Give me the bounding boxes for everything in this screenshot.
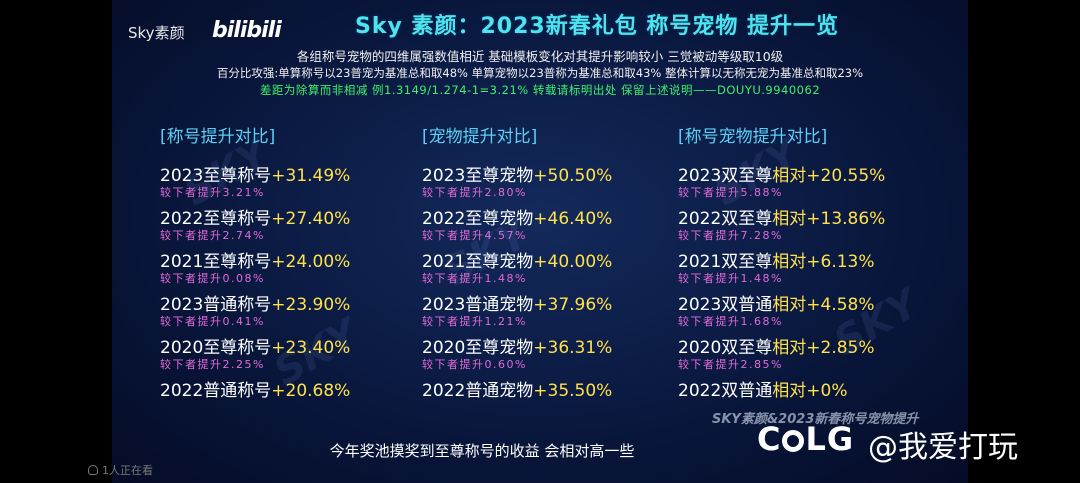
item-sub: 较下者提升2.74%	[160, 229, 265, 242]
list-item: 2022双至尊相对+13.86% 较下者提升7.28%	[678, 209, 958, 252]
author-handle: @我爱打玩	[868, 430, 1018, 465]
column-heading: [称号提升对比]	[160, 127, 276, 147]
column-heading: [称号宠物提升对比]	[678, 127, 828, 147]
item-name: 2023至尊宠物	[422, 166, 534, 186]
item-value: +36.31%	[533, 338, 613, 358]
item-value: 相对+4.58%	[772, 295, 875, 315]
item-value: 相对+2.85%	[772, 338, 875, 358]
list-item: 2022普通称号+20.68%	[160, 381, 440, 424]
item-value: +23.90%	[271, 295, 351, 315]
list-item: 2022至尊宠物+46.40% 较下者提升4.57%	[422, 209, 702, 252]
colg-letters-lg: LG	[805, 420, 855, 458]
viewer-count: 1人正在看	[88, 462, 153, 478]
sky-watermark-logo: SKY素颜&2023新春称号宠物提升	[712, 412, 919, 427]
colg-o-icon	[782, 430, 805, 452]
item-value: 相对+6.13%	[772, 252, 875, 272]
item-value: 相对+0%	[772, 381, 848, 401]
item-name: 2022双普通	[678, 381, 773, 401]
list-item: 2021至尊宠物+40.00% 较下者提升1.48%	[422, 252, 702, 295]
title-pet-comparison-column: [称号宠物提升对比] 2023双至尊相对+20.55% 较下者提升5.88% 20…	[678, 122, 958, 424]
list-item: 2023双至尊相对+20.55% 较下者提升5.88%	[678, 166, 958, 209]
brand-suffix: 素颜	[154, 24, 185, 42]
item-name: 2021双至尊	[678, 252, 773, 272]
colg-letter-c: C	[757, 420, 782, 458]
item-name: 2021至尊称号	[160, 252, 272, 272]
list-item: 2022双普通相对+0%	[678, 381, 958, 424]
item-sub: 较下者提升5.88%	[678, 186, 783, 199]
item-name: 2022普通称号	[160, 381, 272, 401]
item-name: 2022普通宠物	[422, 381, 534, 401]
column-heading: [宠物提升对比]	[422, 127, 538, 147]
item-sub: 较下者提升1.48%	[678, 272, 783, 285]
list-item: 2021至尊称号+24.00% 较下者提升0.08%	[160, 252, 440, 295]
list-item: 2023普通称号+23.90% 较下者提升0.41%	[160, 295, 440, 338]
item-name: 2022至尊宠物	[422, 209, 534, 229]
list-item: 2023至尊宠物+50.50% 较下者提升2.80%	[422, 166, 702, 209]
item-value: +50.50%	[533, 166, 613, 186]
item-name: 2020至尊宠物	[422, 338, 534, 358]
item-value: +37.96%	[533, 295, 613, 315]
list-item: 2020至尊称号+23.40% 较下者提升2.25%	[160, 338, 440, 381]
list-item: 2023至尊称号+31.49% 较下者提升3.21%	[160, 166, 440, 209]
viewer-count-label: 1人正在看	[102, 464, 153, 477]
item-value: 相对+13.86%	[772, 209, 886, 229]
item-name: 2020双至尊	[678, 338, 773, 358]
item-name: 2023普通称号	[160, 295, 272, 315]
item-name: 2023至尊称号	[160, 166, 272, 186]
brand-name: Sky	[128, 24, 155, 42]
item-sub: 较下者提升1.48%	[422, 272, 527, 285]
item-sub: 较下者提升2.25%	[160, 358, 265, 371]
item-sub: 较下者提升0.08%	[160, 272, 265, 285]
item-value: +27.40%	[271, 209, 351, 229]
item-name: 2023普通宠物	[422, 295, 534, 315]
item-sub: 较下者提升0.41%	[160, 315, 265, 328]
colg-logo: C LG	[757, 420, 854, 458]
item-sub: 较下者提升1.68%	[678, 315, 783, 328]
pet-comparison-column: [宠物提升对比] 2023至尊宠物+50.50% 较下者提升2.80% 2022至…	[422, 122, 702, 424]
list-item: 2020双至尊相对+2.85% 较下者提升2.85%	[678, 338, 958, 381]
note-line-1: 各组称号宠物的四维属强数值相近 基础模板变化对其提升影响较小 三觉被动等级取10…	[296, 49, 784, 64]
list-item: 2023普通宠物+37.96% 较下者提升1.21%	[422, 295, 702, 338]
item-value: +40.00%	[533, 252, 613, 272]
item-sub: 较下者提升7.28%	[678, 229, 783, 242]
item-sub: 较下者提升4.57%	[422, 229, 527, 242]
note-line-2: 百分比攻强:单算称号以23普宠为基准总和取48% 单算宠物以23普称为基准总和取…	[216, 66, 864, 80]
brand-logo: Sky素颜	[128, 22, 185, 43]
list-item: 2023双普通相对+4.58% 较下者提升1.68%	[678, 295, 958, 338]
item-sub: 较下者提升0.60%	[422, 358, 527, 371]
item-value: 相对+20.55%	[772, 166, 886, 186]
footer-caption: 今年奖池摸奖到至尊称号的收益 会相对高一些	[329, 442, 635, 460]
item-name: 2021至尊宠物	[422, 252, 534, 272]
item-sub: 较下者提升2.80%	[422, 186, 527, 199]
viewer-icon	[88, 465, 98, 475]
item-value: +20.68%	[271, 381, 351, 401]
list-item: 2022普通宠物+35.50%	[422, 381, 702, 424]
note-line-3: 差距为除算而非相减 例1.3149/1.274-1=3.21% 转载请标明出处 …	[259, 83, 821, 97]
item-name: 2022至尊称号	[160, 209, 272, 229]
image-panel: SKY SKY SKY SKY SKY Sky素颜 bilibili Sky 素…	[112, 0, 968, 483]
item-value: +46.40%	[533, 209, 613, 229]
list-item: 2020至尊宠物+36.31% 较下者提升0.60%	[422, 338, 702, 381]
item-value: +35.50%	[533, 381, 613, 401]
item-value: +24.00%	[271, 252, 351, 272]
item-sub: 较下者提升1.21%	[422, 315, 527, 328]
item-name: 2020至尊称号	[160, 338, 272, 358]
item-name: 2023双普通	[678, 295, 773, 315]
bilibili-logo: bilibili	[212, 18, 282, 43]
item-value: +31.49%	[271, 166, 351, 186]
title-comparison-column: [称号提升对比] 2023至尊称号+31.49% 较下者提升3.21% 2022至…	[160, 122, 440, 424]
item-sub: 较下者提升2.85%	[678, 358, 783, 371]
item-sub: 较下者提升3.21%	[160, 186, 265, 199]
list-item: 2022至尊称号+27.40% 较下者提升2.74%	[160, 209, 440, 252]
page-title: Sky 素颜：2023新春礼包 称号宠物 提升一览	[354, 14, 840, 39]
item-value: +23.40%	[271, 338, 351, 358]
item-name: 2022双至尊	[678, 209, 773, 229]
item-name: 2023双至尊	[678, 166, 773, 186]
list-item: 2021双至尊相对+6.13% 较下者提升1.48%	[678, 252, 958, 295]
